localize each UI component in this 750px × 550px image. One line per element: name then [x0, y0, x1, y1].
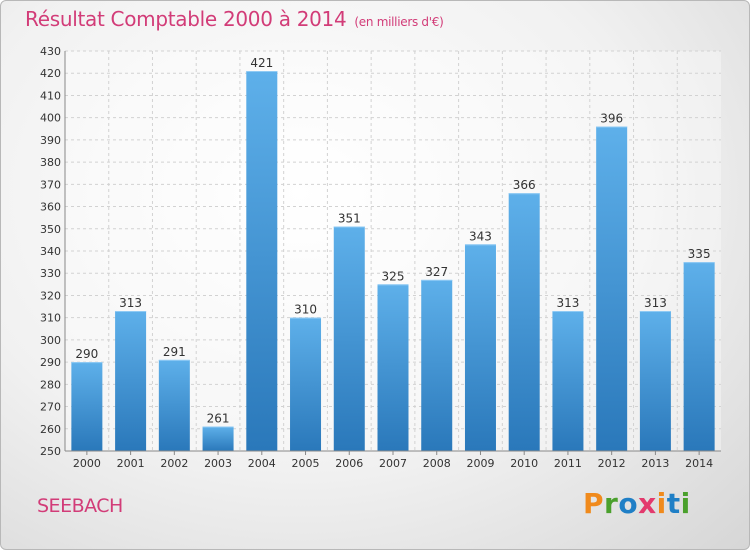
logo-letter: t	[666, 487, 681, 520]
city-name: SEEBACH	[37, 495, 123, 517]
value-label-2014: 335	[688, 247, 711, 261]
y-tick-label: 360	[40, 201, 61, 214]
x-tick-label-2008: 2008	[423, 457, 451, 470]
y-tick-label: 380	[40, 156, 61, 169]
logo-letter: r	[604, 487, 619, 520]
y-tick-label: 320	[40, 289, 61, 302]
x-tick-label-2012: 2012	[598, 457, 626, 470]
logo-letter: P	[583, 487, 605, 520]
unit-note: (en milliers d'€)	[354, 15, 444, 29]
value-label-2000: 290	[75, 347, 98, 361]
x-tick-label-2014: 2014	[685, 457, 713, 470]
bar-2005	[290, 317, 322, 451]
x-tick-label-2003: 2003	[204, 457, 232, 470]
bar-2008	[421, 279, 453, 451]
y-tick-label: 340	[40, 245, 61, 258]
x-tick-label-2001: 2001	[117, 457, 145, 470]
bar-2004	[246, 71, 278, 451]
y-tick-label: 350	[40, 223, 61, 236]
x-tick-label-2013: 2013	[641, 457, 669, 470]
value-label-2010: 366	[513, 178, 536, 192]
y-tick-label: 410	[40, 89, 61, 102]
y-tick-label: 430	[40, 45, 61, 58]
logo-letter: o	[618, 487, 639, 520]
y-tick-label: 280	[40, 378, 61, 391]
bar-2010	[508, 193, 540, 451]
value-label-2001: 313	[119, 296, 142, 310]
bar-2002	[158, 359, 190, 451]
y-tick-label: 270	[40, 401, 61, 414]
bar-2009	[464, 244, 496, 451]
y-tick-label: 390	[40, 134, 61, 147]
value-label-2013: 313	[644, 296, 667, 310]
value-label-2009: 343	[469, 229, 492, 243]
bar-2001	[115, 311, 147, 451]
x-tick-label-2005: 2005	[292, 457, 320, 470]
value-label-2007: 325	[382, 269, 405, 283]
x-tick-label-2007: 2007	[379, 457, 407, 470]
y-tick-label: 370	[40, 178, 61, 191]
y-tick-label: 300	[40, 334, 61, 347]
x-tick-label-2011: 2011	[554, 457, 582, 470]
bar-2013	[639, 311, 671, 451]
y-tick-label: 250	[40, 445, 61, 458]
bar-2006	[333, 226, 365, 451]
y-tick-label: 420	[40, 67, 61, 80]
value-label-2012: 396	[600, 112, 623, 126]
y-tick-label: 330	[40, 267, 61, 280]
y-tick-label: 310	[40, 312, 61, 325]
value-label-2002: 291	[163, 345, 186, 359]
bar-2011	[552, 311, 584, 451]
x-tick-label-2009: 2009	[466, 457, 494, 470]
bar-2007	[377, 284, 409, 451]
proxiti-logo[interactable]: Proxiti	[583, 487, 691, 520]
x-tick-label-2000: 2000	[73, 457, 101, 470]
y-tick-label: 290	[40, 356, 61, 369]
x-tick-label-2006: 2006	[335, 457, 363, 470]
value-label-2008: 327	[425, 265, 448, 279]
value-label-2011: 313	[556, 296, 579, 310]
x-tick-label-2002: 2002	[160, 457, 188, 470]
x-tick-label-2010: 2010	[510, 457, 538, 470]
logo-letter: x	[638, 487, 657, 520]
bar-2014	[683, 262, 715, 451]
y-tick-label: 400	[40, 112, 61, 125]
value-label-2005: 310	[294, 303, 317, 317]
value-label-2004: 421	[250, 56, 273, 70]
logo-letter: i	[656, 487, 667, 520]
bar-2000	[71, 362, 103, 451]
chart-title: Résultat Comptable 2000 à 2014 (en millie…	[25, 7, 444, 31]
y-tick-label: 260	[40, 423, 61, 436]
y-axis: 250 260 270 280 290 300 310 320 330 340 350 360 370 3…	[40, 45, 66, 458]
bars: 290 313 291 261 421 310 351 325 327 343 366 313 396 3…	[71, 56, 715, 452]
value-label-2006: 351	[338, 212, 361, 226]
x-tick-label-2004: 2004	[248, 457, 276, 470]
title-text: Résultat Comptable 2000 à 2014	[25, 7, 347, 31]
x-axis: 2000 2001 2002 2003 2004 2005 2006 2007 2008 2009…	[65, 450, 721, 470]
logo-letter: i	[680, 487, 691, 520]
value-label-2003: 261	[207, 412, 230, 426]
bar-2012	[596, 126, 628, 452]
bar-2003	[202, 426, 234, 451]
